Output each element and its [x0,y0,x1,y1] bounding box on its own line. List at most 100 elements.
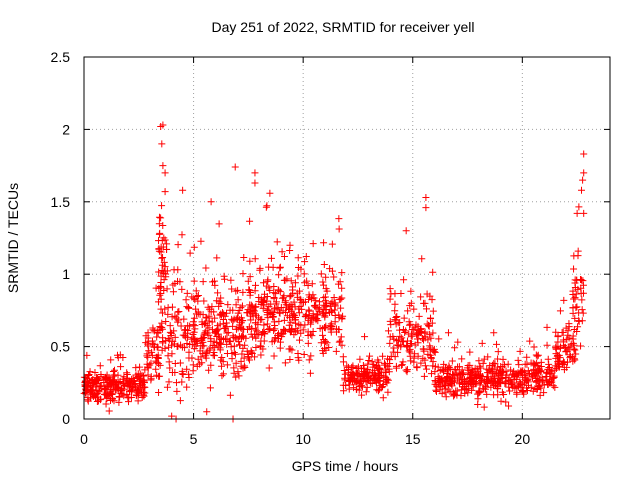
data-point [549,374,557,382]
data-point [400,314,408,322]
data-point [265,364,273,372]
data-point [230,342,238,350]
data-point [88,377,96,385]
data-point [513,370,521,378]
data-point [364,372,372,380]
data-point [370,375,378,383]
data-point [230,364,238,372]
data-point [175,308,183,316]
data-point [484,380,492,388]
data-point [183,365,191,373]
data-point [189,361,197,369]
data-point [235,372,243,380]
data-point [332,347,340,355]
data-point [505,402,513,410]
data-point [172,379,180,387]
data-point [263,307,271,315]
data-point [366,379,374,387]
data-point [270,327,278,335]
data-point [217,362,225,370]
data-point [488,368,496,376]
data-point [189,367,197,375]
data-point [320,239,328,247]
data-point [133,373,141,381]
data-point [197,237,205,245]
data-point [231,350,239,358]
data-point [401,329,409,337]
data-point [321,303,329,311]
data-point [392,314,400,322]
data-point [577,342,585,350]
data-point [124,393,132,401]
data-point [304,282,312,290]
data-point [408,325,416,333]
y-tick-label: 2 [62,121,70,137]
data-point [516,378,524,386]
x-tick-label: 15 [405,431,421,447]
data-point [430,348,438,356]
data-point [164,310,172,318]
data-point [289,283,297,291]
data-point [420,372,428,380]
data-point [310,302,318,310]
data-point [467,377,475,385]
data-point [435,335,443,343]
data-point [382,378,390,386]
data-point [205,331,213,339]
data-point [572,350,580,358]
data-point [193,362,201,370]
data-point [292,328,300,336]
data-point [254,321,262,329]
data-point [128,375,136,383]
data-point [262,203,270,211]
data-point [161,169,169,177]
data-point [240,362,248,370]
data-point [268,338,276,346]
data-point [519,387,527,395]
data-point [472,371,480,379]
data-point [251,179,259,187]
data-point [499,375,507,383]
data-point [159,121,167,129]
data-point [473,365,481,373]
data-point [273,238,281,246]
data-point [164,304,172,312]
y-tick-label: 0.5 [51,339,71,355]
data-point [237,325,245,333]
data-point [234,286,242,294]
data-point [207,335,215,343]
data-point [427,354,435,362]
data-point [163,383,171,391]
data-point [497,397,505,405]
data-point [304,339,312,347]
data-point [573,209,581,217]
data-point [295,336,303,344]
data-point [117,363,125,371]
data-point [570,345,578,353]
data-point [349,362,357,370]
data-point [167,329,175,337]
data-point [294,272,302,280]
data-point [274,305,282,313]
data-point [374,387,382,395]
data-point [210,308,218,316]
data-point [429,329,437,337]
data-point [286,241,294,249]
data-point [243,347,251,355]
data-point [234,309,242,317]
data-point [340,387,348,395]
data-point [397,290,405,298]
data-point [448,378,456,386]
data-point [232,325,240,333]
data-point [144,364,152,372]
data-point [576,276,584,284]
data-point [478,339,486,347]
data-point [280,326,288,334]
data-points [80,121,588,423]
data-point [448,357,456,365]
data-point [571,314,579,322]
data-point [408,340,416,348]
data-point [263,320,271,328]
data-point [165,378,173,386]
data-point [539,378,547,386]
